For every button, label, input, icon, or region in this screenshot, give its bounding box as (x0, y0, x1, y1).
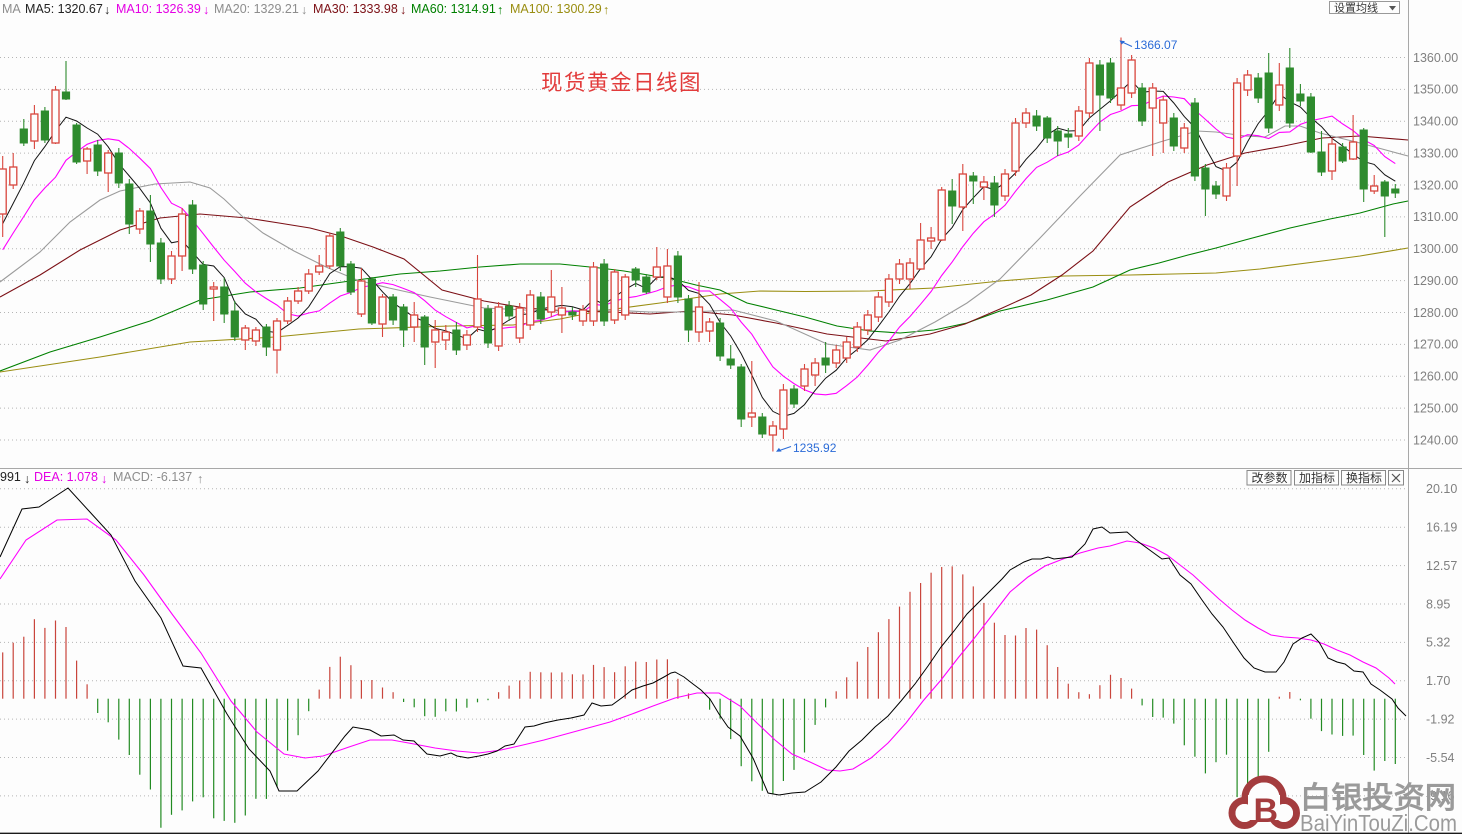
svg-text:1250.00: 1250.00 (1413, 401, 1458, 415)
svg-text:↓: ↓ (101, 472, 107, 486)
svg-text:1330.00: 1330.00 (1413, 146, 1458, 160)
svg-text:12.57: 12.57 (1426, 559, 1457, 573)
svg-text:换指标: 换指标 (1346, 470, 1382, 485)
svg-text:MA20: 1329.21: MA20: 1329.21 (214, 2, 299, 16)
svg-text:-9.16: -9.16 (1426, 789, 1455, 803)
svg-text:1360.00: 1360.00 (1413, 51, 1458, 65)
svg-text:-5.54: -5.54 (1426, 751, 1455, 765)
svg-text:1240.00: 1240.00 (1413, 433, 1458, 447)
svg-text:1235.92: 1235.92 (793, 441, 837, 455)
svg-text:白银投资网: 白银投资网 (1300, 782, 1456, 815)
svg-text:1300.00: 1300.00 (1413, 242, 1458, 256)
svg-text:1350.00: 1350.00 (1413, 83, 1458, 97)
svg-text:加指标: 加指标 (1299, 470, 1335, 485)
svg-text:1340.00: 1340.00 (1413, 115, 1458, 129)
svg-text:1290.00: 1290.00 (1413, 274, 1458, 288)
svg-text:991: 991 (0, 470, 21, 484)
svg-text:5.32: 5.32 (1426, 636, 1450, 650)
svg-text:1260.00: 1260.00 (1413, 370, 1458, 384)
svg-text:↑: ↑ (197, 472, 203, 486)
svg-text:MA: MA (2, 2, 21, 16)
svg-text:MA100: 1300.29: MA100: 1300.29 (510, 2, 602, 16)
svg-text:MACD: -6.137: MACD: -6.137 (113, 470, 192, 484)
svg-text:设置均线: 设置均线 (1334, 1, 1378, 15)
svg-text:↓: ↓ (400, 3, 406, 17)
svg-text:↓: ↓ (203, 3, 209, 17)
svg-text:BaiYinTouZi.Com: BaiYinTouZi.Com (1300, 810, 1457, 834)
svg-text:MA10: 1326.39: MA10: 1326.39 (116, 2, 201, 16)
svg-text:↑: ↑ (497, 3, 503, 17)
svg-text:现货黄金日线图: 现货黄金日线图 (541, 71, 702, 95)
svg-text:1366.07: 1366.07 (1134, 38, 1178, 52)
svg-text:↓: ↓ (301, 3, 307, 17)
svg-text:1270.00: 1270.00 (1413, 338, 1458, 352)
svg-text:DEA: 1.078: DEA: 1.078 (34, 470, 98, 484)
svg-text:改参数: 改参数 (1252, 470, 1288, 485)
svg-text:1320.00: 1320.00 (1413, 178, 1458, 192)
svg-text:8.95: 8.95 (1426, 597, 1450, 611)
svg-text:1.70: 1.70 (1426, 674, 1450, 688)
svg-text:-1.92: -1.92 (1426, 712, 1455, 726)
svg-text:1310.00: 1310.00 (1413, 210, 1458, 224)
svg-text:↓: ↓ (104, 3, 110, 17)
svg-text:B: B (1254, 792, 1279, 830)
svg-text:↓: ↓ (24, 472, 30, 486)
svg-text:16.19: 16.19 (1426, 521, 1457, 535)
svg-text:1280.00: 1280.00 (1413, 306, 1458, 320)
svg-text:↑: ↑ (603, 3, 609, 17)
svg-text:MA60: 1314.91: MA60: 1314.91 (411, 2, 496, 16)
svg-text:MA5: 1320.67: MA5: 1320.67 (25, 2, 103, 16)
svg-text:20.10: 20.10 (1426, 482, 1457, 496)
svg-text:MA30: 1333.98: MA30: 1333.98 (313, 2, 398, 16)
